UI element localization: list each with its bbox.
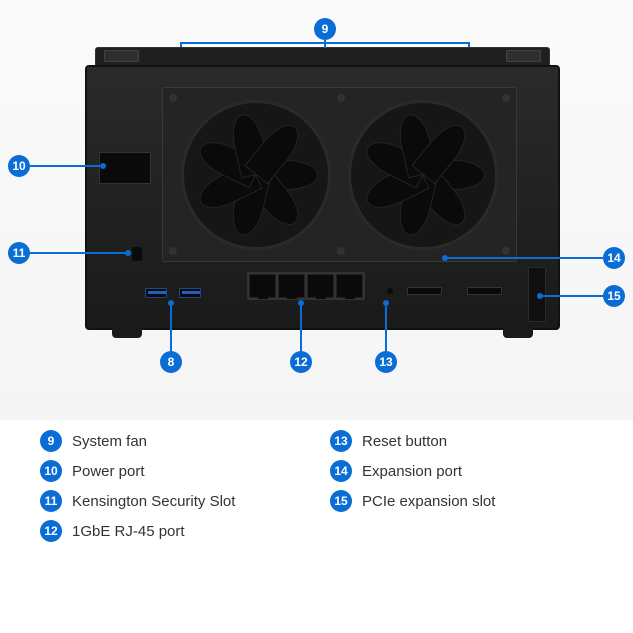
handle-left [104, 50, 139, 62]
legend-label: Kensington Security Slot [72, 493, 235, 510]
legend-label: Power port [72, 463, 145, 480]
legend-number: 13 [330, 430, 352, 452]
callout-number: 13 [375, 351, 397, 373]
system-fan-1 [181, 100, 331, 250]
callout-number: 11 [8, 242, 30, 264]
legend-item-13: 13 Reset button [330, 430, 600, 452]
legend-number: 10 [40, 460, 62, 482]
callout-number: 14 [603, 247, 625, 269]
rj45-block [247, 272, 365, 300]
usb-port-1 [145, 288, 167, 298]
legend-number: 12 [40, 520, 62, 542]
fan-panel [162, 87, 517, 262]
legend-label: PCIe expansion slot [362, 493, 495, 510]
callout-13: 13 [375, 300, 397, 373]
legend-item-15: 15 PCIe expansion slot [330, 490, 600, 512]
callout-number: 12 [290, 351, 312, 373]
usb-port-2 [179, 288, 201, 298]
legend-item-9: 9 System fan [40, 430, 310, 452]
expansion-port-2 [467, 287, 502, 295]
rj45-port [307, 274, 334, 298]
callout-12: 12 [290, 300, 312, 373]
callout-14: 14 [442, 247, 625, 269]
legend-item-12: 12 1GbE RJ-45 port [40, 520, 310, 542]
legend-item-10: 10 Power port [40, 460, 310, 482]
chassis-top [95, 47, 550, 67]
expansion-port-1 [407, 287, 442, 295]
callout-8: 8 [160, 300, 182, 373]
rj45-port [278, 274, 305, 298]
callout-9: 9 [314, 18, 336, 48]
rj45-port [249, 274, 276, 298]
callout-11: 11 [8, 242, 131, 264]
callout-15: 15 [537, 285, 625, 307]
legend-number: 9 [40, 430, 62, 452]
port-row [87, 268, 558, 298]
callout-number: 10 [8, 155, 30, 177]
system-fan-2 [348, 100, 498, 250]
legend: 9 System fan 13 Reset button 10 Power po… [40, 430, 600, 542]
legend-label: System fan [72, 433, 147, 450]
legend-label: 1GbE RJ-45 port [72, 523, 185, 540]
reset-button [387, 288, 393, 294]
legend-number: 14 [330, 460, 352, 482]
power-port [99, 152, 151, 184]
handle-right [506, 50, 541, 62]
device-chassis [85, 55, 560, 355]
callout-number: 8 [160, 351, 182, 373]
kensington-slot [132, 247, 142, 261]
legend-label: Expansion port [362, 463, 462, 480]
rj45-port [336, 274, 363, 298]
callout-number: 15 [603, 285, 625, 307]
legend-number: 15 [330, 490, 352, 512]
legend-label: Reset button [362, 433, 447, 450]
legend-item-14: 14 Expansion port [330, 460, 600, 482]
legend-number: 11 [40, 490, 62, 512]
callout-number: 9 [314, 18, 336, 40]
legend-item-11: 11 Kensington Security Slot [40, 490, 310, 512]
callout-10: 10 [8, 155, 106, 177]
device-diagram: 9 [0, 0, 633, 420]
